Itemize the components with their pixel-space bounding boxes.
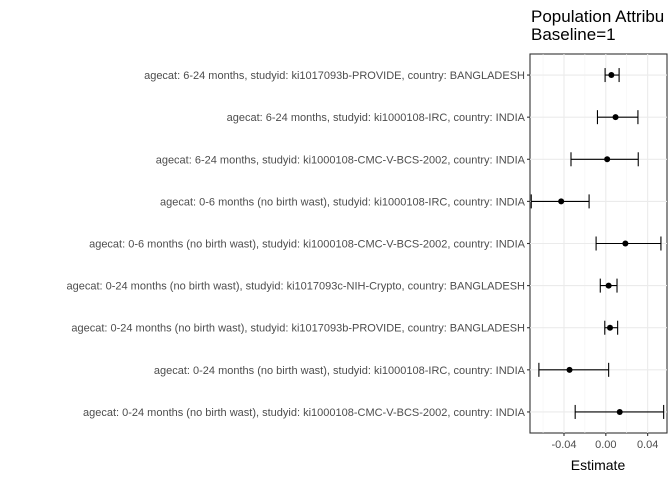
estimate-point <box>604 156 611 163</box>
x-tick-label: 0.04 <box>637 439 658 451</box>
estimate-row <box>530 194 590 209</box>
chart-title: Population Attribu <box>531 7 664 26</box>
estimate-point <box>616 408 623 415</box>
estimate-point <box>566 366 573 373</box>
estimate-point <box>608 72 615 79</box>
y-tick-label: agecat: 6-24 months, studyid: ki1017093b… <box>144 70 525 82</box>
y-tick-label: agecat: 0-6 months (no birth wast), stud… <box>89 239 526 251</box>
x-tick-label: -0.04 <box>551 439 576 451</box>
estimate-point <box>605 282 612 289</box>
y-axis-labels: agecat: 6-24 months, studyid: ki1017093b… <box>66 70 530 419</box>
estimate-point <box>558 198 565 205</box>
x-axis-ticks: -0.04 0.00 0.04 <box>551 433 658 451</box>
estimate-point <box>622 240 629 247</box>
y-tick-label: agecat: 0-24 months (no birth wast), stu… <box>83 407 526 419</box>
y-tick-label: agecat: 0-24 months (no birth wast), stu… <box>66 281 525 293</box>
estimate-row <box>538 362 610 377</box>
estimate-row <box>570 152 639 167</box>
y-tick-label: agecat: 6-24 months, studyid: ki1000108-… <box>156 154 526 166</box>
data-layer <box>530 68 665 419</box>
x-axis-title: Estimate <box>571 457 626 473</box>
estimate-row <box>595 236 662 251</box>
estimate-row <box>604 68 620 83</box>
estimate-row <box>604 320 619 335</box>
y-tick-label: agecat: 0-24 months (no birth wast), stu… <box>71 323 525 335</box>
estimate-row <box>574 404 665 419</box>
estimate-point <box>607 324 614 331</box>
estimate-row <box>596 110 639 125</box>
y-tick-label: agecat: 0-24 months (no birth wast), stu… <box>154 365 526 377</box>
estimate-row <box>599 278 618 293</box>
y-tick-label: agecat: 0-6 months (no birth wast), stud… <box>160 196 526 208</box>
estimate-point <box>612 114 619 121</box>
chart-subtitle: Baseline=1 <box>531 25 616 44</box>
y-tick-label: agecat: 6-24 months, studyid: ki1000108-… <box>227 112 526 124</box>
x-tick-label: 0.00 <box>595 439 616 451</box>
